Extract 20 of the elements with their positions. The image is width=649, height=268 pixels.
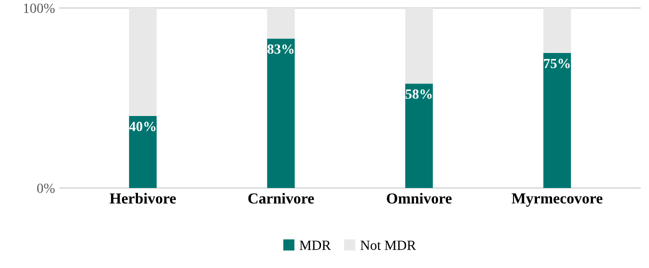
bar [267, 8, 295, 39]
data-label: 75% [544, 58, 570, 68]
x-tick-label: Herbivore [110, 192, 176, 204]
bar [543, 53, 571, 188]
bar [543, 8, 571, 53]
bar [405, 84, 433, 188]
data-label: 58% [406, 89, 432, 99]
legend-label: Not MDR [360, 240, 416, 250]
data-label: 83% [268, 44, 294, 54]
x-tick-label: Myrmecovore [512, 193, 602, 207]
bar [267, 38, 295, 188]
data-label: 40% [129, 122, 156, 132]
x-tick-label: Omnivore [386, 192, 452, 204]
legend-label: MDR [300, 240, 331, 250]
y-tick-label: 100% [24, 4, 55, 13]
y-tick-label: 0% [37, 184, 55, 193]
x-tick-label: Carnivore [248, 192, 314, 204]
bar [129, 8, 157, 116]
bar [129, 116, 157, 188]
bar [405, 8, 433, 84]
